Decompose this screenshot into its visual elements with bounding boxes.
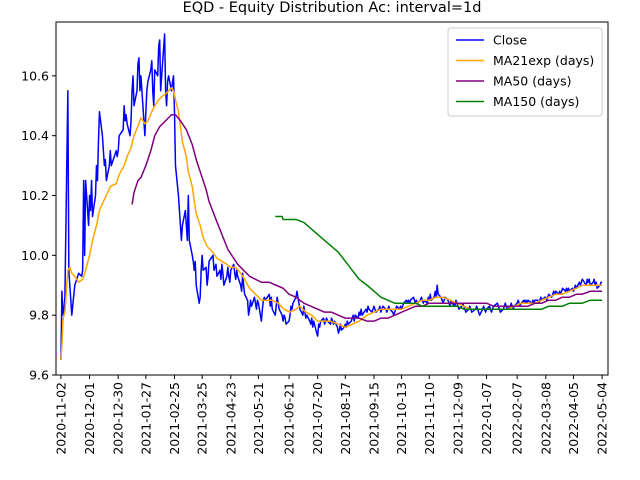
- legend-label: Close: [493, 33, 527, 48]
- x-tick-label: 2021-12-09: [450, 382, 465, 455]
- legend-label: MA150 (days): [493, 94, 579, 109]
- y-tick-label: 9.8: [29, 308, 49, 323]
- x-tick-label: 2020-12-30: [111, 382, 126, 455]
- y-tick-label: 10.0: [21, 248, 49, 263]
- legend-label: MA50 (days): [493, 74, 571, 89]
- y-tick-label: 10.4: [21, 128, 49, 143]
- x-tick-label: 2022-03-08: [538, 382, 553, 455]
- legend-label: MA21exp (days): [493, 53, 594, 68]
- x-tick-label: 2021-01-27: [138, 382, 153, 455]
- x-tick-label: 2021-06-21: [282, 382, 297, 455]
- x-tick-label: 2022-04-05: [566, 382, 581, 455]
- axes: 9.6 9.8 10.0 10.2 10.4 10.6 2020-11-02 2020-12-…: [21, 21, 610, 455]
- y-tick-label: 10.2: [21, 188, 49, 203]
- x-tick-label: 2020-11-02: [53, 382, 68, 455]
- x-tick-label: 2021-10-13: [394, 382, 409, 455]
- x-tick-label: 2021-03-25: [195, 382, 210, 455]
- series-line-ma50-days: [131, 113, 603, 322]
- x-tick-label: 2021-11-10: [422, 382, 437, 455]
- plot-lines: [60, 33, 603, 361]
- x-tick-label: 2022-01-07: [479, 382, 494, 455]
- legend-box: [447, 27, 603, 117]
- x-tick-label: 2021-07-20: [310, 382, 325, 455]
- y-tick-label: 9.6: [29, 368, 49, 383]
- x-tick-label: 2021-02-25: [167, 382, 182, 455]
- x-tick-label: 2022-02-07: [510, 382, 525, 455]
- chart-title: EQD - Equity Distribution Ac: interval=1…: [183, 0, 482, 16]
- x-tick-label: 2021-05-21: [251, 382, 266, 455]
- y-tick-label: 10.6: [21, 68, 49, 83]
- legend: Close MA21exp (days) MA50 (days) MA150 (day…: [447, 27, 603, 117]
- x-tick-label: 2021-04-23: [223, 382, 238, 455]
- x-tick-label: 2020-12-01: [82, 382, 97, 455]
- plot-frame: [55, 21, 609, 376]
- series-line-ma150-days: [275, 215, 603, 310]
- x-tick-label: 2022-05-04: [595, 382, 610, 455]
- x-tick-label: 2021-09-15: [366, 382, 381, 455]
- x-tick-label: 2021-08-17: [338, 382, 353, 455]
